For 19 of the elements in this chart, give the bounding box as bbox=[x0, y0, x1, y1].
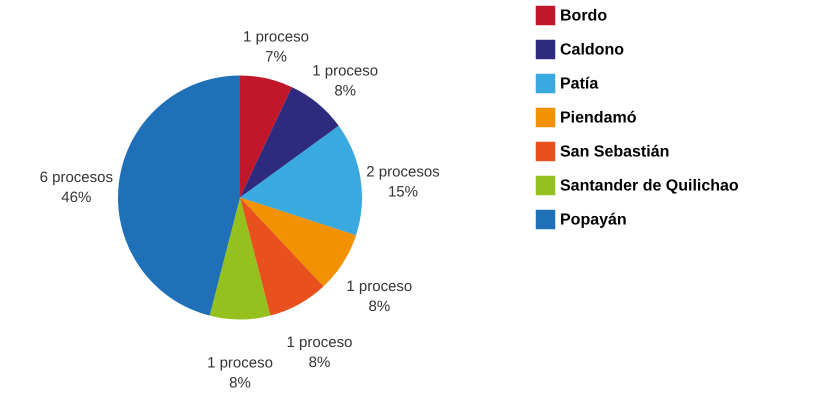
legend-label: Caldono bbox=[560, 42, 624, 58]
pie-slice bbox=[118, 76, 240, 316]
legend-label: Bordo bbox=[560, 8, 608, 24]
data-label: 2 procesos 15% bbox=[366, 164, 440, 201]
pie-slice bbox=[240, 126, 362, 236]
data-label: 1 proceso 8% bbox=[346, 278, 412, 315]
pie-slice bbox=[240, 198, 324, 316]
data-label: 1 proceso 7% bbox=[243, 28, 309, 66]
legend-label: San Sebastián bbox=[560, 144, 670, 160]
legend-label: Popayán bbox=[560, 212, 627, 228]
data-label: 1 proceso 8% bbox=[207, 354, 273, 392]
data-label: 1 proceso 8% bbox=[286, 334, 352, 372]
legend-label: Santander de Quilichao bbox=[560, 178, 739, 194]
pie-slice bbox=[240, 76, 292, 198]
data-label: 6 procesos 46% bbox=[40, 168, 113, 206]
data-label: 1 proceso 8% bbox=[312, 62, 378, 100]
pie-slice bbox=[210, 198, 270, 320]
legend-label: Patía bbox=[560, 76, 598, 92]
legend-label: Piendamó bbox=[560, 110, 637, 126]
